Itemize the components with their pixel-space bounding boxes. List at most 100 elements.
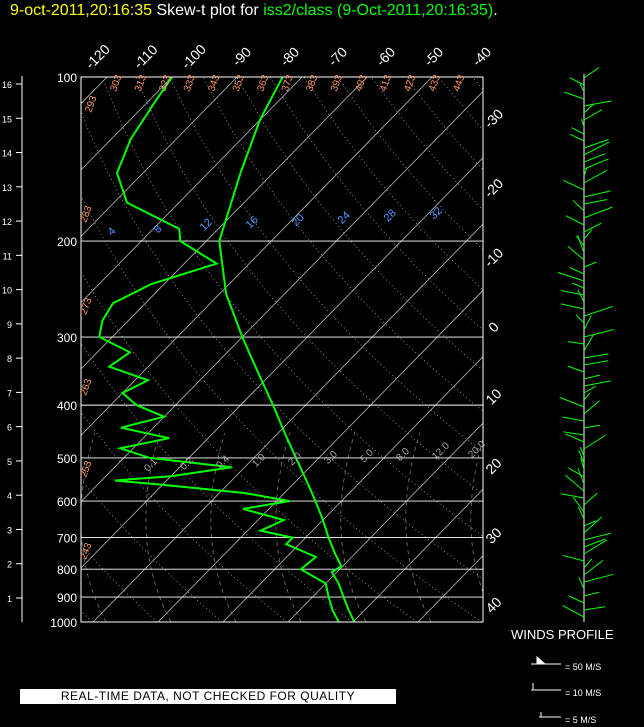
- theta-label: 433: [427, 73, 443, 93]
- mixing-ratio-line: [405, 432, 432, 622]
- wind-barb: [583, 374, 601, 380]
- wind-barb: [583, 386, 596, 394]
- temp-top-label: -70: [325, 44, 351, 70]
- theta-label: 423: [402, 73, 418, 93]
- saturation-label: 0.2: [178, 455, 196, 473]
- isotherm-line: [81, 77, 433, 436]
- wind-barb: [577, 289, 585, 303]
- height-label: 12: [2, 217, 12, 227]
- theta-label: 323: [157, 73, 173, 93]
- dry-adiabat: [81, 544, 158, 622]
- temp-right-label: 40: [482, 594, 504, 616]
- wind-barb: [583, 109, 603, 121]
- wind-barb: [583, 558, 593, 569]
- theta-label: 293: [83, 94, 99, 114]
- temp-top-label: -40: [469, 44, 495, 70]
- saturation-label: 20.0: [466, 439, 488, 461]
- wind-barb: [583, 380, 611, 387]
- wind-barb: [560, 493, 585, 499]
- isotherm-line: [81, 157, 483, 569]
- wind-barb: [583, 261, 597, 268]
- wind-barb: [583, 532, 611, 541]
- temp-right-label: -20: [481, 175, 507, 201]
- temp-top-label: -80: [277, 44, 303, 70]
- wind-barb: [580, 457, 585, 471]
- wind-barb: [564, 91, 585, 100]
- wind-barb: [567, 246, 585, 261]
- pressure-label: 700: [57, 532, 77, 546]
- wind-barb: [583, 591, 600, 597]
- wind-barb: [563, 555, 585, 562]
- temperature-profile: [218, 77, 356, 622]
- wind-barb: [577, 506, 585, 520]
- theta-label: 373: [280, 73, 296, 93]
- dry-adiabat: [81, 271, 418, 622]
- wind-barb: [583, 315, 592, 331]
- wind-barb: [568, 467, 585, 478]
- theta-label: 353: [231, 73, 247, 93]
- isotherm-line: [352, 488, 483, 622]
- quality-banner: REAL-TIME DATA, NOT CHECKED FOR QUALITY: [20, 689, 396, 704]
- pressure-label: 1000: [50, 616, 77, 630]
- height-label: 11: [3, 251, 12, 261]
- wind-barb: [578, 576, 585, 590]
- wind-legend-pennant-icon: [531, 655, 561, 665]
- wind-barb: [572, 199, 585, 212]
- dry-adiabat: [506, 77, 644, 622]
- wind-barb: [568, 595, 585, 604]
- wind-barb: [572, 496, 585, 513]
- mixing-ratio-label: 20: [290, 212, 307, 229]
- wind-barb: [557, 271, 585, 282]
- wind-legend-50: = 50 M/S: [565, 662, 602, 672]
- isotherm-line: [92, 223, 483, 622]
- pressure-label: 100: [57, 71, 77, 85]
- wind-barb: [563, 431, 585, 436]
- temp-top-label: -60: [373, 44, 399, 70]
- dry-adiabat: [81, 194, 483, 622]
- isotherm-line: [0, 77, 42, 622]
- title-source: iss2/class (9-Oct-2011,20:16:35): [263, 2, 494, 19]
- wind-barb: [583, 329, 614, 338]
- mixing-ratio-line: [470, 437, 483, 594]
- isotherm-line: [81, 77, 368, 370]
- wind-barb: [583, 198, 608, 205]
- wind-barb: [583, 103, 594, 114]
- mixing-ratio-label: 32: [428, 205, 445, 222]
- wind-barb: [564, 474, 585, 492]
- wind-barb: [583, 606, 606, 611]
- temp-top-label: -120: [82, 41, 113, 72]
- theta-label: 303: [108, 73, 124, 93]
- wind-barb: [583, 158, 609, 170]
- temp-top-label: -100: [178, 41, 209, 72]
- wind-barb: [575, 314, 585, 324]
- theta-label: 443: [451, 73, 467, 93]
- mixing-ratio-line: [340, 432, 367, 622]
- wind-barb: [583, 139, 609, 149]
- isotherm-line: [613, 77, 644, 622]
- dry-adiabat: [81, 610, 93, 622]
- wind-barb: [583, 392, 591, 401]
- dry-adiabat: [269, 77, 483, 331]
- theta-label: 363: [255, 73, 271, 93]
- wind-barb: [583, 360, 609, 366]
- theta-label: 383: [304, 73, 320, 93]
- height-label: 16: [2, 80, 12, 90]
- dewpoint-profile: [98, 77, 340, 622]
- wind-barb: [567, 365, 585, 373]
- pressure-label: 800: [57, 563, 77, 577]
- mixing-ratio-label: 24: [336, 209, 353, 226]
- mixing-ratio-label: 28: [382, 207, 399, 224]
- wind-legend-half-barb-icon: [539, 712, 561, 718]
- wind-barb: [579, 83, 585, 93]
- pressure-label: 500: [57, 452, 77, 466]
- temp-top-label: -110: [130, 41, 161, 72]
- mixing-ratio-line: [210, 432, 237, 622]
- saturation-label: 8.0: [394, 446, 412, 464]
- dry-adiabat: [81, 411, 288, 622]
- wind-barb: [560, 303, 585, 310]
- wind-barb: [583, 334, 594, 352]
- isotherm-line: [81, 77, 108, 105]
- wind-legend-full-barb-icon: [531, 683, 561, 691]
- wind-barb: [583, 141, 610, 156]
